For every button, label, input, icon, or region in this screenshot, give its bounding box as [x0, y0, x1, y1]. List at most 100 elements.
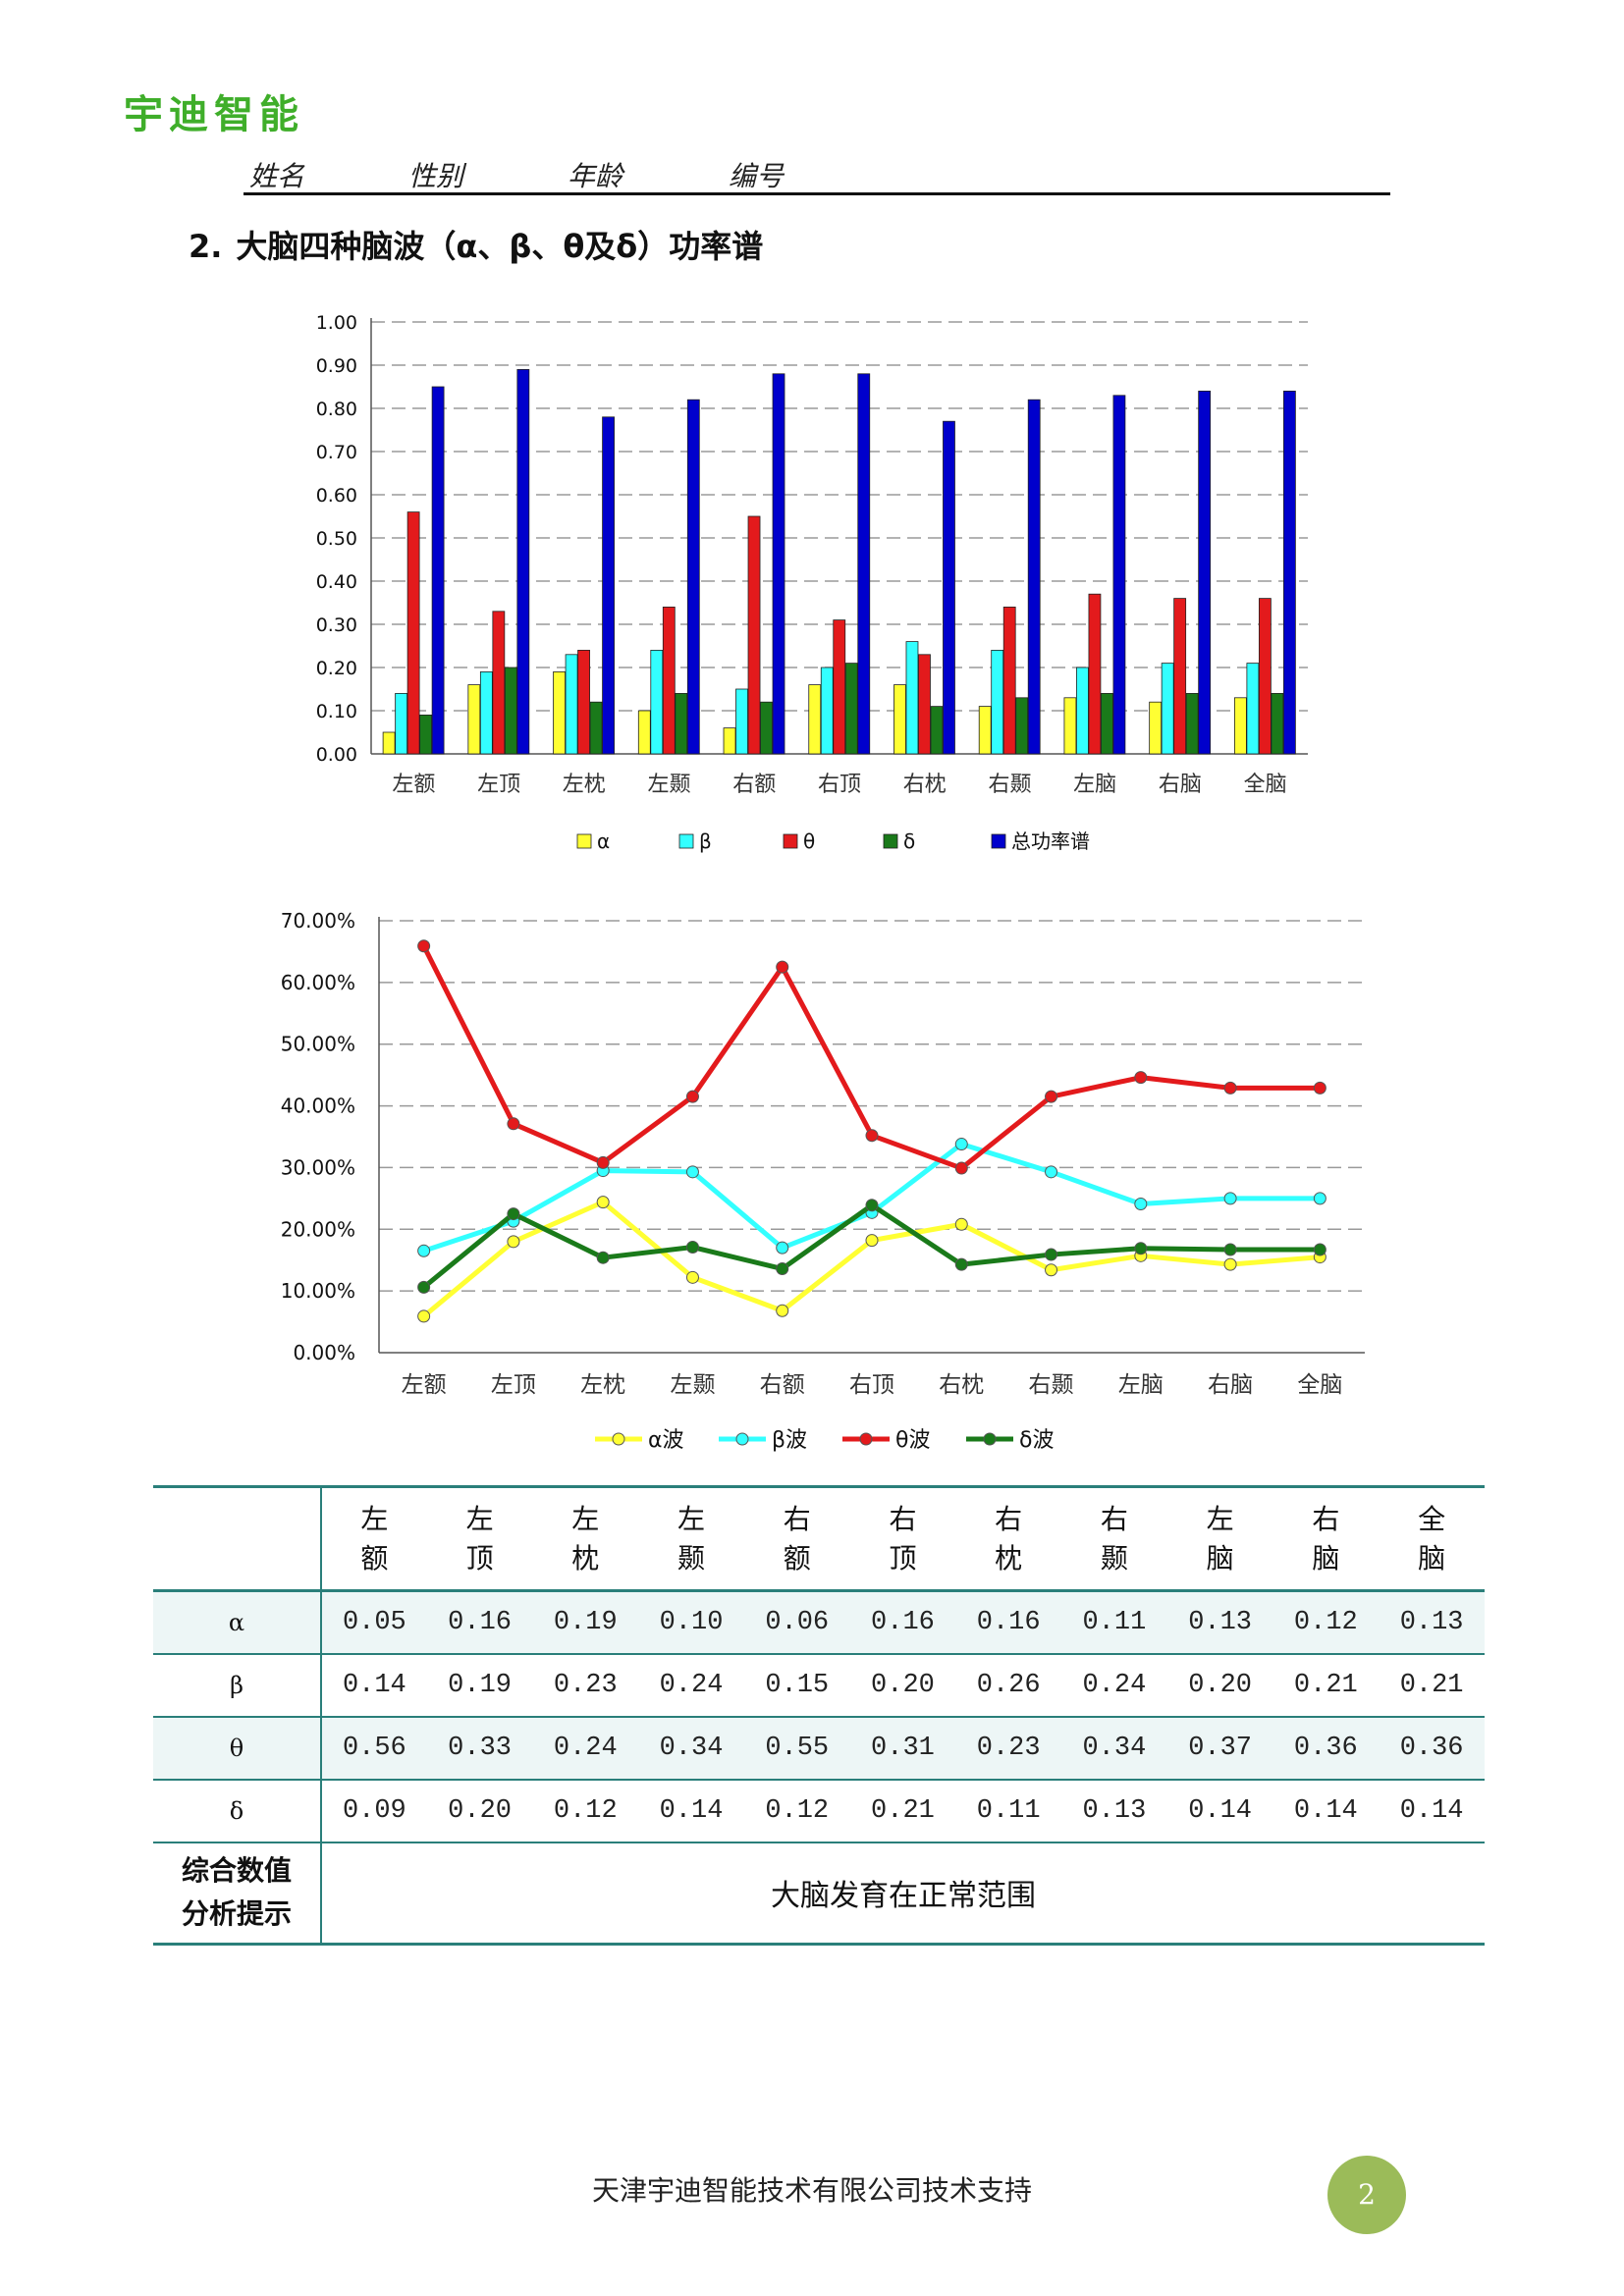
line-point	[1223, 1243, 1237, 1256]
bar-mark	[1258, 598, 1272, 755]
bar-mark	[553, 670, 566, 755]
column-header-char: 额	[360, 1541, 389, 1575]
summary-label-line2: 分析提示	[181, 1897, 292, 1931]
table-column-header: 右颞	[1061, 1487, 1167, 1591]
bar-y-tick-label: 0.40	[316, 571, 357, 593]
summary-row: 综合数值 分析提示 大脑发育在正常范围	[153, 1842, 1485, 1945]
bar-mark	[857, 373, 871, 755]
table-cell: 0.21	[1399, 1670, 1464, 1700]
line-y-tick-label: 70.00%	[281, 909, 355, 933]
line-point	[507, 1117, 520, 1131]
table-cell: 0.23	[553, 1670, 618, 1700]
line-legend-marker	[983, 1432, 997, 1446]
bar-mark	[382, 731, 396, 755]
summary-text: 大脑发育在正常范围	[771, 1879, 1036, 1914]
bar-y-tick-label: 0.20	[316, 658, 357, 679]
line-point	[776, 960, 789, 974]
table-cell: 0.14	[1293, 1795, 1358, 1826]
line-x-tick-label: 左额	[402, 1372, 447, 1398]
table-cell: 0.16	[976, 1607, 1041, 1637]
bar-mark	[893, 684, 906, 755]
table-cell: 0.36	[1399, 1733, 1464, 1763]
bar-mark	[686, 399, 700, 755]
table-cell: 0.34	[1082, 1733, 1147, 1763]
line-point	[1134, 1198, 1148, 1211]
line-point	[1045, 1263, 1058, 1277]
column-header-char: 左	[677, 1502, 706, 1535]
line-legend-label: θ波	[895, 1428, 930, 1453]
bar-mark	[492, 611, 506, 755]
line-point	[685, 1270, 699, 1284]
column-header-char: 脑	[1312, 1541, 1340, 1575]
line-point	[1223, 1081, 1237, 1095]
section-title-text: 大脑四种脑波（α、β、θ及δ）功率谱	[236, 228, 764, 265]
line-point	[685, 1090, 699, 1103]
bar-mark	[406, 511, 420, 755]
line-point	[1313, 1081, 1326, 1095]
line-x-tick-label: 右枕	[939, 1372, 984, 1398]
table-cell: 0.20	[448, 1795, 512, 1826]
bar-mark	[602, 416, 615, 755]
field-age-label: 年龄	[568, 160, 623, 192]
row-label: β	[153, 1653, 322, 1717]
table-cell: 0.33	[448, 1733, 512, 1763]
line-point	[776, 1304, 789, 1317]
bar-mark	[747, 515, 761, 755]
patient-info-header: 姓名 性别 年龄 编号	[244, 153, 1390, 195]
bar-mark	[930, 706, 944, 755]
bar-x-tick-label: 左枕	[563, 773, 606, 797]
table-cell: 0.24	[659, 1670, 724, 1700]
row-label: δ	[153, 1779, 322, 1842]
bar-legend-label: β	[699, 829, 712, 853]
line-point	[865, 1234, 879, 1248]
table-cell: 0.14	[1188, 1795, 1253, 1826]
bar-x-tick-label: 右颞	[988, 773, 1031, 797]
column-header-char: 左	[1206, 1502, 1234, 1535]
bar-mark	[808, 684, 822, 755]
brainwave-data-table: 左额左顶左枕左颞右额右顶右枕右颞左脑右脑全脑 α 0.05 0.16 0.19 0.10…	[153, 1485, 1485, 1946]
table-column-header: 左脑	[1167, 1487, 1273, 1591]
table-cell: 0.09	[342, 1795, 406, 1826]
line-point	[1313, 1192, 1326, 1205]
column-header-char: 枕	[571, 1541, 600, 1575]
table-cell: 0.36	[1293, 1733, 1358, 1763]
bar-mark	[772, 373, 785, 755]
row-label: θ	[153, 1716, 322, 1780]
line-point	[865, 1129, 879, 1143]
line-legend-marker	[735, 1432, 749, 1446]
bar-y-tick-label: 0.60	[316, 485, 357, 507]
footer-credit: 天津宇迪智能技术有限公司技术支持	[591, 2174, 1032, 2207]
line-point	[596, 1251, 610, 1264]
table-cell: 0.11	[976, 1795, 1041, 1826]
table-cell: 0.24	[553, 1733, 618, 1763]
line-x-tick-label: 左颞	[670, 1372, 715, 1398]
column-header-char: 右	[783, 1502, 811, 1535]
bar-legend-label: θ	[803, 829, 815, 853]
bar-y-tick-label: 0.80	[316, 399, 357, 420]
line-legend-marker	[859, 1432, 873, 1446]
bar-mark	[1027, 399, 1041, 755]
table-column-header: 左顶	[427, 1487, 533, 1591]
bar-mark	[1185, 692, 1199, 755]
line-point	[417, 1309, 431, 1323]
table-cell: 0.34	[659, 1733, 724, 1763]
line-y-tick-label: 30.00%	[281, 1155, 355, 1179]
summary-label: 综合数值 分析提示	[153, 1842, 322, 1945]
table-corner-cell	[153, 1486, 322, 1591]
table-cell: 0.12	[765, 1795, 830, 1826]
column-header-char: 顶	[889, 1541, 917, 1575]
page-number-badge: 2	[1327, 2156, 1406, 2234]
table-cell: 0.10	[659, 1607, 724, 1637]
column-header-char: 右	[995, 1502, 1023, 1535]
bar-mark	[1002, 606, 1016, 755]
line-point	[1045, 1165, 1058, 1179]
table-row: δ 0.09 0.20 0.12 0.14 0.12 0.21 0.11 0.13 0.14 0.1…	[153, 1779, 1485, 1842]
bar-mark	[1088, 593, 1102, 755]
bar-y-tick-label: 0.50	[316, 528, 357, 550]
bar-mark	[1063, 697, 1077, 755]
line-point	[954, 1217, 968, 1231]
line-point	[417, 1244, 431, 1257]
line-point	[417, 1280, 431, 1294]
line-point	[507, 1207, 520, 1221]
line-x-tick-label: 左枕	[580, 1372, 625, 1398]
